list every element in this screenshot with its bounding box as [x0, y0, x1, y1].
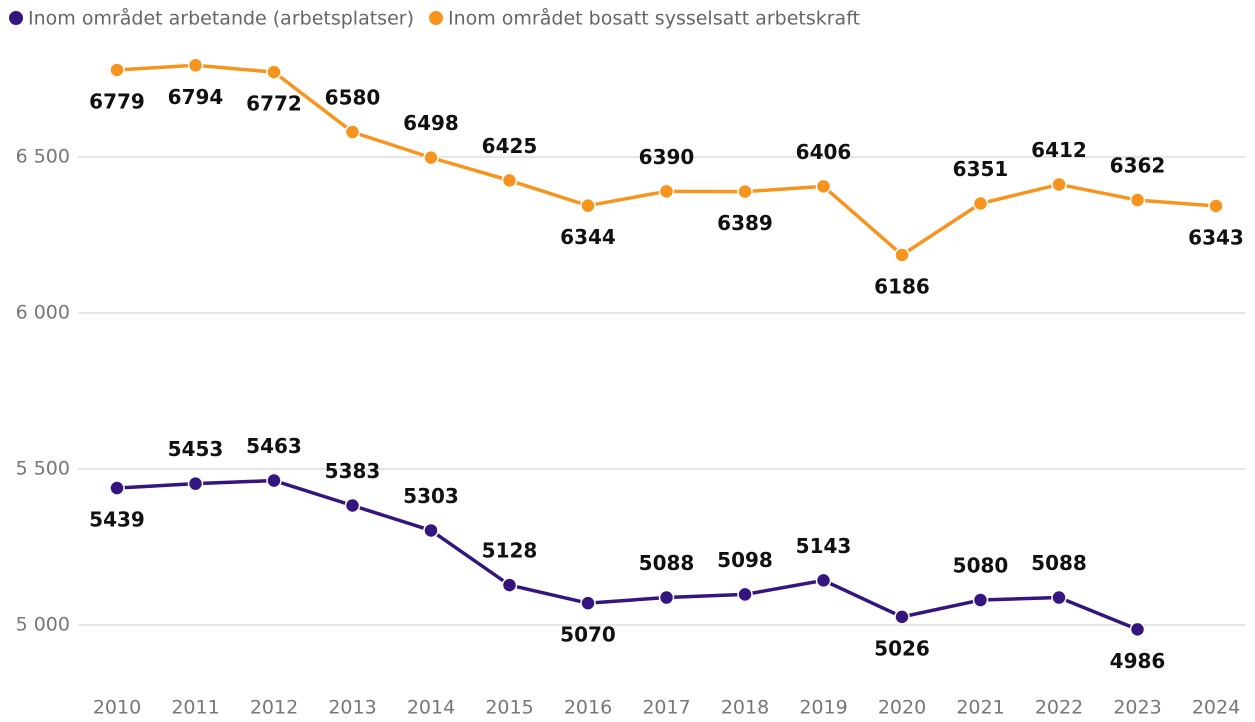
- data-label: 6580: [325, 86, 381, 110]
- data-label: 6351: [953, 157, 1009, 181]
- x-tick-label: 2012: [250, 697, 298, 719]
- y-tick-label: 5 000: [16, 614, 70, 636]
- data-point: [658, 589, 675, 606]
- x-tick-label: 2011: [171, 697, 219, 719]
- data-point: [658, 183, 675, 200]
- x-tick-label: 2024: [1192, 697, 1240, 719]
- data-label: 6406: [796, 140, 852, 164]
- legend-label: Inom området bosatt sysselsatt arbetskra…: [448, 7, 860, 30]
- data-label: 5439: [89, 508, 145, 532]
- data-point: [815, 178, 832, 195]
- data-label: 6412: [1031, 138, 1087, 162]
- x-tick-label: 2016: [564, 697, 612, 719]
- data-point: [894, 247, 910, 263]
- data-label: 5463: [246, 434, 302, 458]
- data-label: 5143: [796, 534, 852, 558]
- data-label: 5453: [168, 437, 224, 461]
- data-label: 6498: [403, 111, 459, 135]
- data-label: 5088: [639, 551, 695, 575]
- legend-marker: [428, 11, 443, 25]
- x-tick-label: 2017: [642, 697, 690, 719]
- data-point: [1129, 621, 1146, 638]
- data-label: 6425: [482, 134, 538, 158]
- legend-label: Inom området arbetande (arbetsplatser): [28, 7, 414, 30]
- data-label: 6186: [874, 274, 930, 298]
- data-point: [501, 172, 518, 189]
- x-tick-label: 2015: [485, 697, 533, 719]
- x-tick-label: 2019: [799, 697, 847, 719]
- data-point: [1129, 192, 1146, 208]
- data-point: [580, 595, 596, 611]
- data-label: 5080: [953, 554, 1009, 578]
- data-label: 6344: [560, 225, 616, 249]
- y-tick-label: 6 500: [16, 146, 70, 168]
- legend-marker: [9, 11, 23, 25]
- x-tick-label: 2022: [1035, 697, 1083, 719]
- data-label: 4986: [1110, 649, 1166, 673]
- data-point: [501, 577, 518, 593]
- data-point: [187, 475, 204, 492]
- data-point: [815, 572, 832, 589]
- data-point: [344, 497, 361, 514]
- data-label: 6794: [168, 85, 224, 109]
- x-tick-label: 2013: [328, 697, 376, 719]
- data-point: [972, 195, 989, 212]
- data-point: [580, 197, 596, 214]
- data-label: 6772: [246, 92, 302, 116]
- data-point: [894, 609, 910, 625]
- data-point: [1208, 198, 1224, 214]
- data-label: 5088: [1031, 551, 1087, 575]
- x-tick-label: 2014: [407, 697, 455, 719]
- data-label: 6343: [1188, 225, 1244, 249]
- data-label: 6390: [639, 145, 695, 169]
- data-point: [423, 149, 439, 166]
- x-tick-label: 2023: [1113, 697, 1161, 719]
- data-point: [109, 480, 125, 496]
- x-tick-label: 2010: [93, 697, 141, 719]
- data-label: 5303: [403, 484, 459, 508]
- data-label: 6389: [717, 211, 773, 235]
- data-point: [266, 472, 282, 489]
- data-label: 5128: [482, 539, 538, 563]
- data-point: [1051, 176, 1067, 193]
- data-point: [266, 64, 282, 80]
- data-label: 5383: [325, 459, 381, 483]
- data-label: 5070: [560, 623, 616, 647]
- data-point: [972, 592, 989, 608]
- data-label: 6362: [1110, 154, 1166, 178]
- data-point: [737, 586, 753, 603]
- data-point: [423, 522, 439, 539]
- x-tick-label: 2018: [721, 697, 769, 719]
- x-tick-label: 2021: [956, 697, 1004, 719]
- data-label: 5098: [717, 548, 773, 572]
- data-point: [737, 183, 753, 200]
- data-point: [187, 57, 204, 74]
- data-label: 5026: [874, 636, 930, 660]
- data-point: [109, 62, 125, 78]
- data-point: [1051, 589, 1067, 606]
- data-point: [344, 124, 361, 140]
- x-tick-label: 2020: [878, 697, 926, 719]
- series-line: [116, 478, 1139, 631]
- y-tick-label: 6 000: [16, 302, 70, 324]
- data-label: 6779: [89, 89, 145, 113]
- y-tick-label: 5 500: [16, 458, 70, 480]
